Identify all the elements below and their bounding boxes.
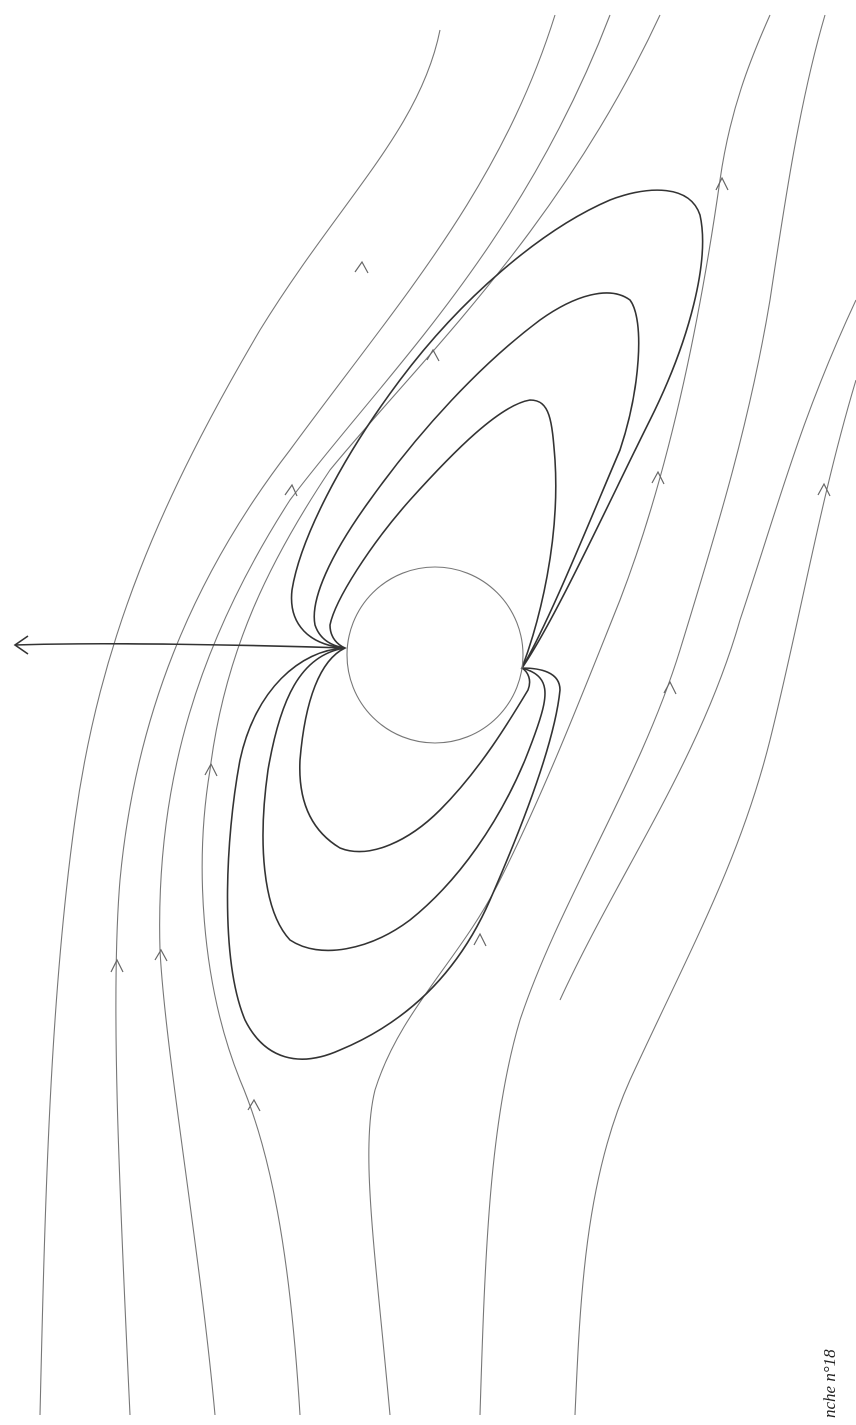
streamlines (40, 15, 856, 1415)
page: nche n°18 (() => { const data = JSON.par… (0, 0, 856, 1425)
flow-arrow (652, 472, 664, 484)
loop (263, 293, 639, 950)
circle (347, 567, 523, 743)
flow-arrow (355, 262, 368, 273)
loop (228, 190, 703, 1059)
force-arrow (15, 636, 345, 654)
streamline (202, 15, 660, 1415)
flow-arrow (111, 960, 123, 972)
flow-arrow (285, 485, 297, 496)
streamline (480, 15, 825, 1415)
caption: nche n°18 (820, 1349, 839, 1418)
loop (300, 400, 556, 852)
streamline (575, 380, 856, 1415)
arrow-line (15, 644, 345, 648)
flow-arrow (474, 934, 486, 946)
streamline (560, 300, 856, 1000)
streamline (369, 15, 770, 1415)
streamline (40, 30, 440, 1415)
flow-diagram: nche n°18 (0, 0, 856, 1425)
flow-arrow (716, 178, 728, 190)
closed-loops (228, 190, 703, 1059)
streamline (160, 15, 610, 1415)
